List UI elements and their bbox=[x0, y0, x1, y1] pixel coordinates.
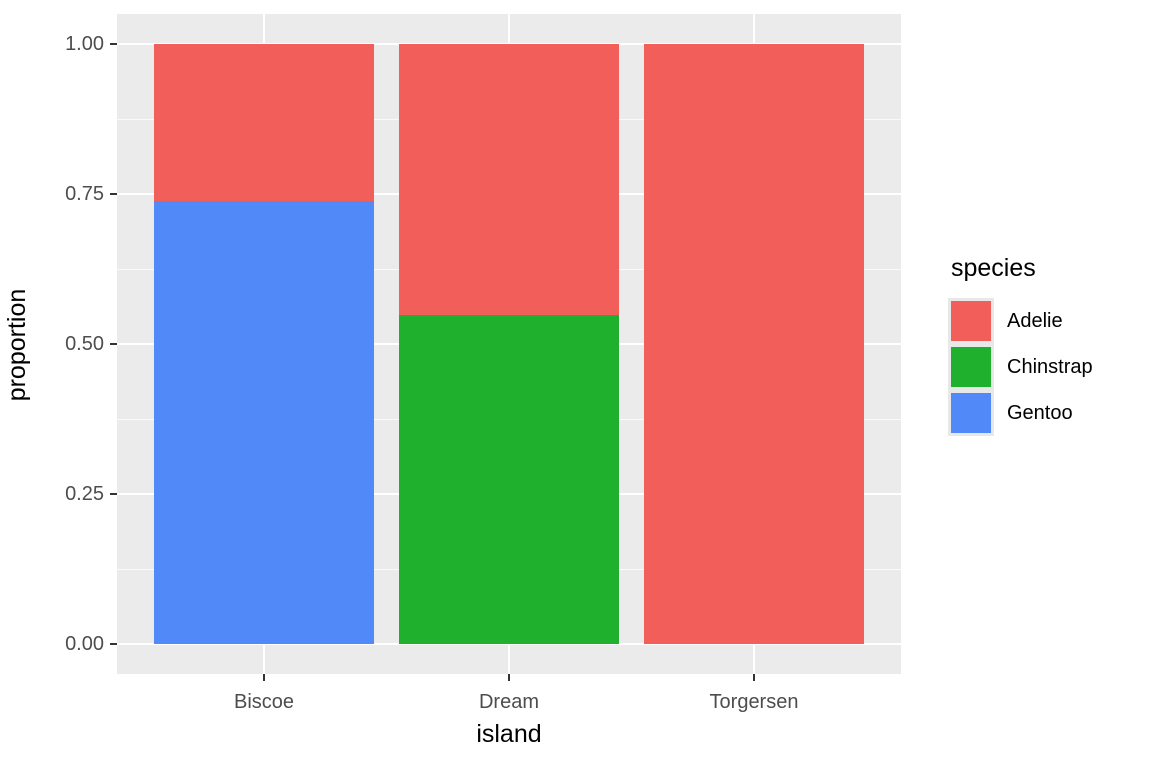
bar-segment-adelie-dream bbox=[399, 44, 619, 316]
x-tick-label: Biscoe bbox=[233, 691, 295, 713]
x-tick-mark bbox=[753, 674, 755, 681]
x-tick-mark bbox=[508, 674, 510, 681]
legend-item-chinstrap: Chinstrap bbox=[948, 344, 1093, 390]
x-axis-title: island bbox=[476, 720, 542, 748]
y-tick-label: 1.00 bbox=[65, 33, 104, 55]
bar-segment-chinstrap-dream bbox=[399, 315, 619, 644]
legend-label: Adelie bbox=[1007, 309, 1063, 332]
x-tick-label: Torgersen bbox=[709, 691, 799, 713]
legend-item-adelie: Adelie bbox=[948, 298, 1093, 344]
legend-swatch-chinstrap bbox=[951, 347, 991, 387]
plot-panel bbox=[117, 14, 901, 674]
y-tick-label: 0.00 bbox=[65, 633, 104, 655]
legend-swatch-gentoo bbox=[951, 393, 991, 433]
y-tick-mark bbox=[110, 493, 117, 495]
legend-items: Adelie Chinstrap Gentoo bbox=[948, 298, 1093, 436]
x-tick-label: Dream bbox=[478, 691, 539, 713]
y-tick-mark bbox=[110, 193, 117, 195]
y-tick-label: 0.75 bbox=[65, 183, 104, 205]
legend-swatch-adelie bbox=[951, 301, 991, 341]
legend-key bbox=[948, 344, 994, 390]
legend-item-gentoo: Gentoo bbox=[948, 390, 1093, 436]
bar-segment-gentoo-biscoe bbox=[154, 201, 374, 644]
y-tick-mark bbox=[110, 643, 117, 645]
x-tick-mark bbox=[263, 674, 265, 681]
legend-key bbox=[948, 390, 994, 436]
y-tick-label: 0.25 bbox=[65, 483, 104, 505]
y-tick-mark bbox=[110, 343, 117, 345]
y-axis-title: proportion bbox=[3, 288, 31, 402]
legend: species Adelie Chinstrap Gentoo bbox=[948, 254, 1093, 436]
bar-segment-adelie-biscoe bbox=[154, 44, 374, 202]
y-tick-label: 0.50 bbox=[65, 333, 104, 355]
bar-segment-adelie-torgersen bbox=[644, 44, 864, 644]
legend-key bbox=[948, 298, 994, 344]
legend-title: species bbox=[951, 254, 1036, 282]
legend-label: Gentoo bbox=[1007, 401, 1073, 424]
legend-label: Chinstrap bbox=[1007, 355, 1093, 378]
y-tick-mark bbox=[110, 43, 117, 45]
